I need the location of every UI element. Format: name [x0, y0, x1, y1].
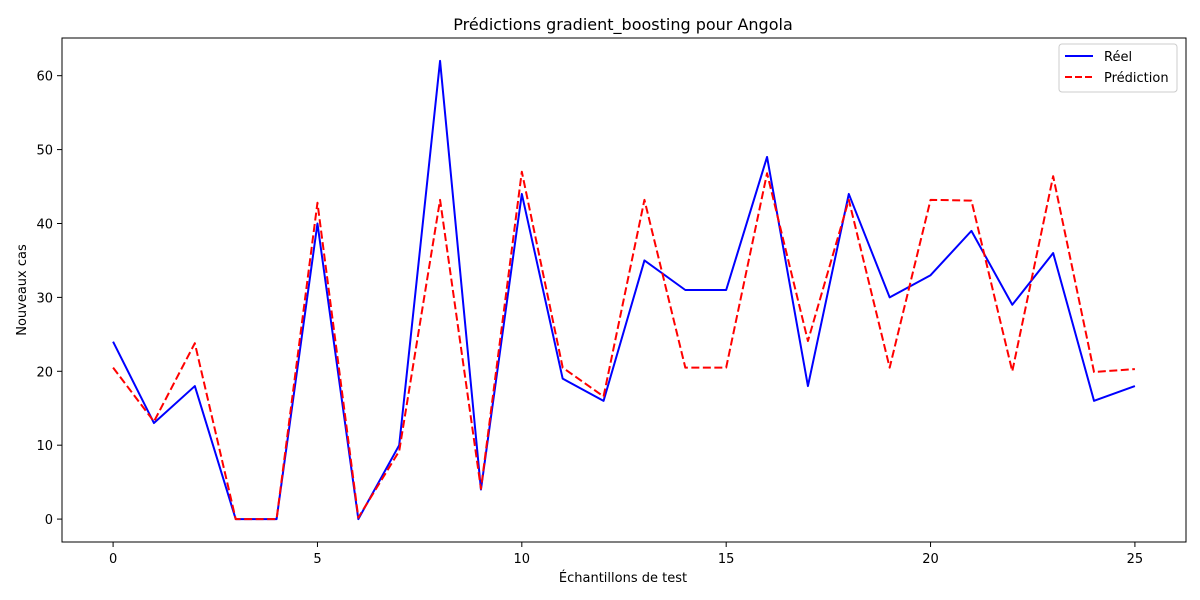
series-line-prediction	[112, 170, 1135, 521]
legend-label: Réel	[1104, 50, 1132, 65]
y-axis-label: Nouveaux cas	[15, 244, 30, 336]
legend: Réel Prédiction	[1058, 43, 1178, 93]
plot-frame	[61, 37, 1187, 543]
y-tick-label: 30	[36, 291, 53, 306]
legend-label: Prédiction	[1104, 71, 1169, 86]
x-axis-label: Échantillons de test	[559, 570, 687, 586]
y-tick-label: 60	[36, 70, 53, 85]
y-tick-label: 40	[36, 217, 53, 232]
x-tick-label: 10	[514, 552, 531, 567]
x-tick-label: 20	[922, 552, 939, 567]
y-tick-label: 10	[36, 439, 53, 454]
chart-title: Prédictions gradient_boosting pour Angol…	[453, 15, 793, 35]
y-tick-label: 50	[36, 144, 53, 159]
plot-area	[112, 59, 1136, 521]
y-tick-label: 0	[45, 513, 53, 528]
x-tick-label: 15	[718, 552, 735, 567]
y-tick-label: 20	[36, 365, 53, 380]
axes: 0 5 10 15 20 25 0 10 20 30 40 50 60	[36, 70, 1143, 567]
x-tick-label: 0	[109, 552, 117, 567]
x-tick-label: 5	[313, 552, 321, 567]
x-tick-label: 25	[1127, 552, 1144, 567]
